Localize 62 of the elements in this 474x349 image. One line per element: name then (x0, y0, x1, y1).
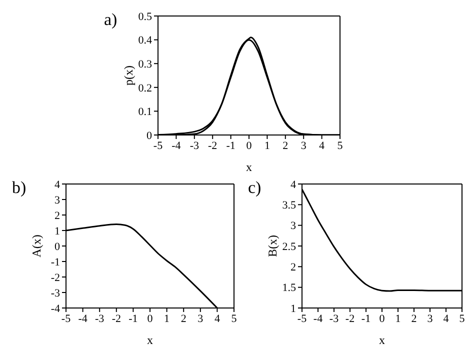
y-tick-label: 0 (54, 240, 60, 253)
x-axis-title: x (147, 333, 153, 347)
y-tick-label: 4 (290, 178, 296, 191)
x-tick-label: -1 (226, 140, 236, 152)
y-axis-title: p(x) (121, 66, 136, 86)
x-tick-label: -1 (128, 312, 138, 325)
y-tick-label: 1.5 (282, 282, 296, 294)
y-tick-label: 4 (54, 178, 60, 191)
x-tick-label: -3 (190, 140, 200, 152)
y-tick-label: -4 (50, 302, 60, 315)
x-tick-label: 2 (411, 312, 417, 325)
x-tick-label: 0 (379, 312, 386, 325)
x-tick-label: -3 (95, 312, 105, 325)
x-tick-label: -2 (208, 140, 218, 152)
y-tick-label: 0.3 (138, 58, 152, 71)
x-tick-label: 4 (319, 140, 326, 152)
y-tick-label: 3 (54, 194, 60, 206)
x-tick-label: 5 (459, 312, 466, 325)
x-tick-label: 3 (300, 140, 307, 152)
y-tick-label: -3 (50, 287, 60, 300)
x-tick-label: 1 (264, 140, 270, 152)
x-tick-label: -5 (61, 312, 72, 325)
x-tick-label: 5 (231, 312, 238, 325)
x-tick-label: -2 (345, 312, 355, 325)
x-tick-label: 4 (443, 312, 450, 325)
x-tick-label: 1 (395, 312, 401, 325)
x-tick-label: -1 (361, 312, 371, 325)
y-tick-label: 2 (290, 262, 296, 274)
x-tick-label: -5 (297, 312, 308, 325)
y-tick-label: 3.5 (282, 200, 296, 212)
chart-title: c) (248, 178, 262, 198)
x-tick-label: 1 (164, 312, 170, 325)
y-tick-label: -1 (50, 256, 60, 268)
x-tick-label: 4 (214, 312, 220, 325)
y-tick-label: 1 (54, 225, 60, 238)
x-axis-title: x (246, 160, 252, 174)
y-tick-label: 3 (290, 220, 296, 232)
x-tick-label: -4 (172, 140, 182, 152)
x-axis-title: x (379, 333, 385, 347)
x-tick-label: 2 (180, 312, 186, 325)
x-tick-label: 5 (337, 140, 344, 152)
x-tick-label: 3 (198, 312, 204, 325)
y-tick-label: -2 (50, 272, 60, 284)
chart-title: a) (104, 10, 118, 30)
y-axis-title: B(x) (265, 235, 280, 257)
y-tick-label: 2.5 (282, 240, 296, 253)
y-tick-label: 1 (290, 302, 296, 315)
x-tick-label: 3 (427, 312, 434, 325)
x-tick-label: 0 (246, 140, 252, 152)
y-tick-label: 0.1 (138, 106, 152, 118)
x-tick-label: -2 (112, 312, 121, 325)
y-axis-title: A(x) (29, 234, 44, 258)
x-tick-label: -4 (313, 312, 324, 325)
y-tick-label: 0.2 (138, 82, 152, 94)
y-tick-label: 0.4 (138, 34, 152, 47)
x-tick-label: -5 (153, 140, 164, 152)
y-tick-label: 0.5 (138, 10, 152, 23)
x-tick-label: -3 (329, 312, 340, 325)
chart-title: b) (12, 178, 26, 198)
x-tick-label: -4 (78, 312, 88, 325)
y-tick-label: 0 (146, 130, 152, 142)
y-tick-label: 2 (54, 210, 60, 222)
